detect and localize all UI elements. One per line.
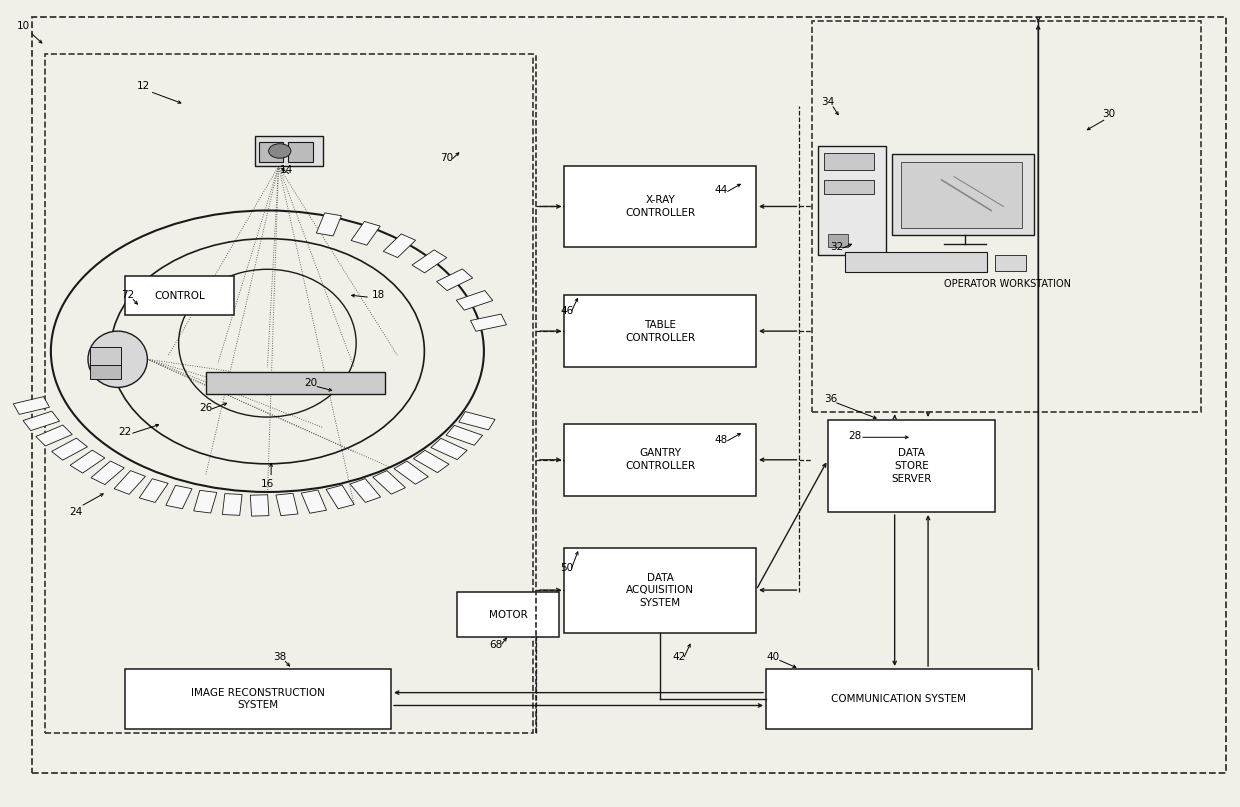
FancyBboxPatch shape — [125, 669, 391, 730]
Text: 30: 30 — [1102, 109, 1115, 119]
Text: 46: 46 — [560, 306, 573, 316]
Text: 14: 14 — [279, 165, 293, 175]
Bar — [14, 397, 50, 414]
FancyBboxPatch shape — [825, 180, 874, 194]
FancyBboxPatch shape — [564, 548, 756, 633]
Text: DATA
STORE
SERVER: DATA STORE SERVER — [892, 448, 931, 483]
Text: 38: 38 — [273, 652, 286, 662]
Text: 12: 12 — [138, 81, 150, 91]
Text: 32: 32 — [830, 241, 843, 252]
Text: 34: 34 — [821, 97, 835, 107]
Text: 16: 16 — [260, 479, 274, 489]
Text: 44: 44 — [714, 186, 728, 195]
Text: GANTRY
CONTROLLER: GANTRY CONTROLLER — [625, 449, 696, 471]
FancyBboxPatch shape — [456, 592, 559, 637]
Bar — [470, 314, 506, 331]
Text: COMMUNICATION SYSTEM: COMMUNICATION SYSTEM — [832, 694, 966, 704]
Text: 72: 72 — [122, 290, 134, 300]
Text: IMAGE RECONSTRUCTION
SYSTEM: IMAGE RECONSTRUCTION SYSTEM — [191, 688, 325, 710]
Bar — [413, 450, 449, 473]
Bar — [24, 412, 60, 431]
Bar — [459, 412, 495, 430]
Bar — [350, 479, 381, 503]
Bar — [316, 213, 341, 236]
FancyBboxPatch shape — [91, 347, 122, 367]
Bar — [52, 438, 88, 460]
Text: 48: 48 — [714, 435, 728, 445]
Bar — [139, 479, 169, 503]
FancyBboxPatch shape — [289, 142, 314, 162]
FancyBboxPatch shape — [825, 153, 874, 170]
FancyBboxPatch shape — [255, 136, 324, 166]
Text: 36: 36 — [823, 395, 837, 404]
Bar — [412, 250, 446, 273]
Bar — [114, 470, 145, 495]
FancyBboxPatch shape — [564, 424, 756, 496]
Text: MOTOR: MOTOR — [489, 609, 527, 620]
FancyBboxPatch shape — [125, 277, 234, 315]
Bar — [71, 450, 105, 473]
Text: 68: 68 — [490, 640, 503, 650]
Bar — [436, 269, 472, 291]
Text: 24: 24 — [69, 507, 82, 517]
FancyBboxPatch shape — [564, 295, 756, 367]
FancyBboxPatch shape — [828, 420, 994, 512]
Bar — [326, 485, 355, 508]
FancyBboxPatch shape — [994, 255, 1025, 271]
Bar — [193, 491, 217, 513]
Text: TABLE
CONTROLLER: TABLE CONTROLLER — [625, 320, 696, 342]
Text: 10: 10 — [17, 20, 30, 31]
FancyBboxPatch shape — [259, 142, 284, 162]
Text: CONTROL: CONTROL — [154, 291, 205, 301]
FancyBboxPatch shape — [818, 146, 887, 255]
Bar — [301, 490, 326, 513]
Bar — [446, 425, 482, 445]
Bar — [351, 221, 381, 245]
Text: 28: 28 — [848, 431, 862, 441]
Bar — [36, 425, 72, 446]
FancyBboxPatch shape — [564, 166, 756, 247]
FancyBboxPatch shape — [766, 669, 1032, 730]
Text: 20: 20 — [304, 378, 317, 388]
Text: 42: 42 — [673, 652, 686, 662]
Circle shape — [269, 144, 291, 158]
Text: DATA
ACQUISITION
SYSTEM: DATA ACQUISITION SYSTEM — [626, 573, 694, 608]
Ellipse shape — [88, 331, 148, 387]
Text: 18: 18 — [372, 290, 386, 300]
FancyBboxPatch shape — [893, 154, 1034, 235]
Text: OPERATOR WORKSTATION: OPERATOR WORKSTATION — [944, 279, 1071, 289]
Bar — [373, 470, 405, 494]
Bar — [430, 438, 467, 459]
FancyBboxPatch shape — [206, 372, 384, 394]
FancyBboxPatch shape — [846, 253, 987, 273]
Text: X-RAY
CONTROLLER: X-RAY CONTROLLER — [625, 195, 696, 218]
Bar — [383, 234, 415, 257]
Bar — [456, 291, 492, 310]
FancyBboxPatch shape — [900, 162, 1022, 228]
Text: 22: 22 — [119, 427, 131, 437]
Bar — [222, 494, 242, 516]
Text: 50: 50 — [560, 563, 573, 573]
Text: 70: 70 — [440, 153, 454, 163]
Bar — [166, 485, 192, 508]
Bar — [277, 493, 298, 516]
Bar — [91, 461, 124, 484]
Bar — [394, 461, 428, 484]
Text: 26: 26 — [198, 403, 212, 412]
Bar — [250, 495, 269, 516]
FancyBboxPatch shape — [828, 234, 848, 247]
FancyBboxPatch shape — [91, 365, 122, 379]
Text: 40: 40 — [766, 652, 780, 662]
